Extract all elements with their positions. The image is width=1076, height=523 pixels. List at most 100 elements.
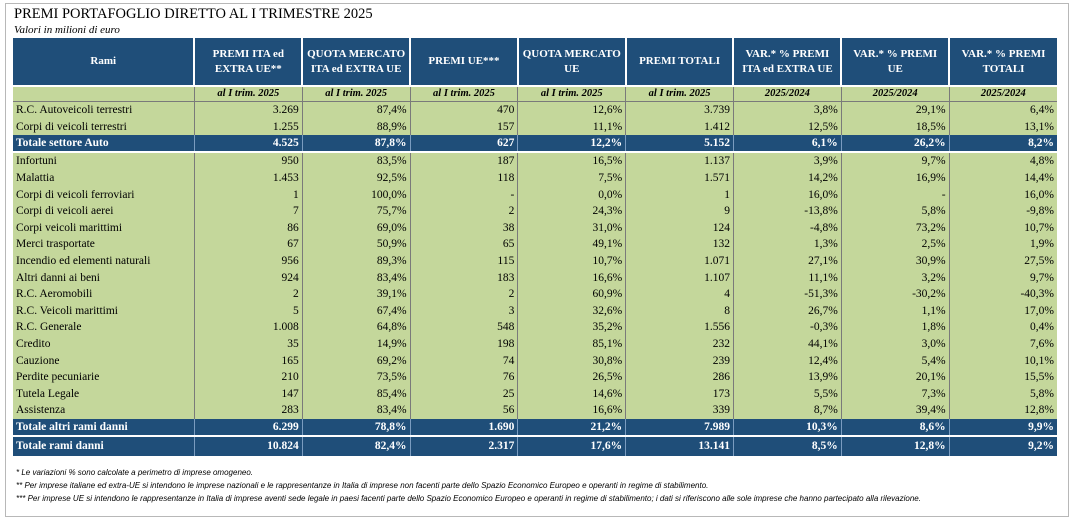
cell-value: 232 — [625, 335, 734, 353]
cell-value: 44,1% — [732, 335, 842, 353]
cell-value: 239 — [625, 352, 734, 369]
cell-value: 75,7% — [301, 202, 411, 220]
cell-value: 3,9% — [732, 153, 842, 170]
cell-value: 1.071 — [625, 252, 734, 270]
row-label: Totale rami danni — [13, 436, 195, 456]
cell-value: 2 — [193, 285, 303, 303]
cell-value: 73,5% — [301, 368, 411, 386]
row-label: Corpi di veicoli ferroviari — [13, 186, 195, 203]
cell-value: 87,8% — [301, 135, 411, 152]
row-label: Corpi di veicoli terrestri — [13, 118, 195, 136]
cell-value: 470 — [409, 101, 518, 119]
cell-value: -4,8% — [732, 219, 842, 237]
cell-value: 3 — [409, 302, 518, 320]
cell-value: 65 — [409, 236, 518, 253]
cell-value: 1.690 — [409, 418, 518, 435]
cell-value: 9,7% — [948, 269, 1057, 286]
table-row: Corpi veicoli marittimi 86 69,0% 38 31,0% 124… — [13, 219, 1057, 237]
row-label: Cauzione — [13, 352, 195, 369]
cell-value: 88,9% — [301, 118, 411, 136]
cell-value: 1.556 — [625, 319, 734, 336]
table-row: Corpi di veicoli aerei 7 75,7% 2 24,3% 9 -13,8… — [13, 202, 1057, 220]
cell-value: 5 — [193, 302, 303, 320]
cell-value: 12,6% — [517, 101, 626, 119]
row-label: Assistenza — [13, 402, 195, 419]
cell-value: 76 — [409, 368, 518, 386]
cell-value: 7,6% — [948, 335, 1057, 353]
column-header: PREMI UE*** — [409, 38, 518, 85]
column-subheader — [13, 87, 195, 102]
cell-value: 39,1% — [301, 285, 411, 303]
cell-value: -13,8% — [732, 202, 842, 220]
cell-value: 198 — [409, 335, 518, 353]
cell-value: 5,8% — [840, 202, 950, 220]
cell-value: 4.525 — [193, 135, 303, 152]
row-label: Corpi veicoli marittimi — [13, 219, 195, 237]
cell-value: 924 — [193, 269, 303, 286]
cell-value: 87,4% — [301, 101, 411, 119]
cell-value: 13,9% — [732, 368, 842, 386]
column-header: QUOTA MERCATO UE — [516, 38, 626, 85]
table-row: Altri danni ai beni 924 83,4% 183 16,6% 1.107… — [13, 269, 1057, 286]
table-row: Assistenza 283 83,4% 56 16,6% 339 8,7% 39,4% 12,… — [13, 402, 1057, 419]
cell-value: 27,1% — [732, 252, 842, 270]
cell-value: 12,5% — [732, 118, 842, 136]
row-label: Totale altri rami danni — [13, 418, 195, 435]
cell-value: 56 — [409, 402, 518, 419]
page-title: PREMI PORTAFOGLIO DIRETTO AL I TRIMESTRE… — [14, 6, 373, 22]
cell-value: 9,2% — [948, 436, 1057, 456]
cell-value: 1,8% — [840, 319, 950, 336]
table-row: Credito 35 14,9% 198 85,1% 232 44,1% 3,0% 7,6% — [13, 335, 1057, 353]
cell-value: 69,2% — [301, 352, 411, 369]
column-subheader: al I trim. 2025 — [625, 87, 734, 102]
cell-value: 24,3% — [517, 202, 626, 220]
cell-value: 14,6% — [517, 385, 626, 403]
column-header: VAR.* % PREMI TOTALI — [948, 38, 1057, 85]
cell-value: 7.989 — [625, 418, 734, 435]
cell-value: 16,9% — [840, 169, 950, 187]
row-label: Merci trasportate — [13, 236, 195, 253]
cell-value: 210 — [193, 368, 303, 386]
cell-value: 17,6% — [517, 436, 626, 456]
cell-value: 2,5% — [840, 236, 950, 253]
cell-value: 15,5% — [948, 368, 1057, 386]
cell-value: 1.453 — [193, 169, 303, 187]
table-row: R.C. Autoveicoli terrestri 3.269 87,4% 470 1… — [13, 101, 1057, 119]
cell-value: -0,3% — [732, 319, 842, 336]
cell-value: 78,8% — [301, 418, 411, 435]
cell-value: 548 — [409, 319, 518, 336]
column-subheader: 2025/2024 — [840, 87, 950, 102]
cell-value: 12,4% — [732, 352, 842, 369]
cell-value: -9,8% — [948, 202, 1057, 220]
cell-value: 10,1% — [948, 352, 1057, 369]
cell-value: 9,7% — [840, 153, 950, 170]
footnote: *** Per imprese UE si intendono le rappr… — [16, 494, 921, 503]
cell-value: 7,3% — [840, 385, 950, 403]
cell-value: 12,2% — [517, 135, 626, 152]
row-label: Perdite pecuniarie — [13, 368, 195, 386]
cell-value: 14,9% — [301, 335, 411, 353]
cell-value: 11,1% — [517, 118, 626, 136]
column-header: VAR.* % PREMI UE — [840, 38, 950, 85]
cell-value: 1 — [193, 186, 303, 203]
cell-value: 83,5% — [301, 153, 411, 170]
footnote: ** Per imprese italiane ed extra-UE si i… — [16, 481, 709, 490]
row-label: Malattia — [13, 169, 195, 187]
cell-value: 16,5% — [517, 153, 626, 170]
cell-value: 6.299 — [193, 418, 303, 435]
cell-value: 21,2% — [517, 418, 626, 435]
table-row: Corpi di veicoli ferroviari 1 100,0% -0,0% 1… — [13, 186, 1057, 203]
table-row: Perdite pecuniarie 210 73,5% 76 26,5% 286 13,9… — [13, 368, 1057, 386]
column-subheader: al I trim. 2025 — [193, 87, 303, 102]
cell-value: 132 — [625, 236, 734, 253]
cell-value: 1 — [625, 186, 734, 203]
cell-value: 627 — [409, 135, 518, 152]
cell-value: 38 — [409, 219, 518, 237]
cell-value: 39,4% — [840, 402, 950, 419]
cell-value: 89,3% — [301, 252, 411, 270]
row-label: Corpi di veicoli aerei — [13, 202, 195, 220]
footnote: * Le variazioni % sono calcolate a perim… — [16, 468, 254, 477]
cell-value: 3.739 — [625, 101, 734, 119]
cell-value: 35 — [193, 335, 303, 353]
cell-value: 67 — [193, 236, 303, 253]
